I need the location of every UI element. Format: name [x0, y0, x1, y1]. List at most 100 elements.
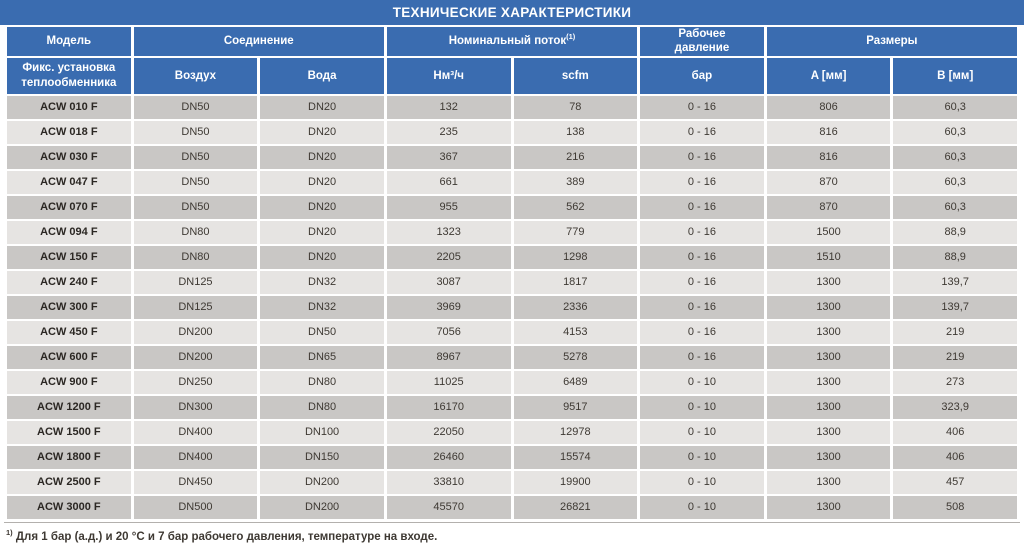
- cell-model: ACW 150 F: [7, 245, 131, 269]
- cell-scfm: 15574: [513, 445, 638, 469]
- cell-air: DN50: [133, 145, 258, 169]
- cell-air: DN400: [133, 420, 258, 444]
- cell-air: DN80: [133, 245, 258, 269]
- cell-scfm: 6489: [513, 370, 638, 394]
- cell-nm3h: 235: [386, 120, 511, 144]
- cell-b: 88,9: [893, 245, 1017, 269]
- cell-air: DN50: [133, 195, 258, 219]
- cell-scfm: 5278: [513, 345, 638, 369]
- col-header-dimensions: Размеры: [766, 27, 1017, 56]
- table-body: ACW 010 F DN50 DN20 132 78 0 - 16 806 60,3 ACW 0…: [7, 95, 1017, 519]
- table-row: ACW 1800 F DN400 DN150 26460 15574 0 - 10 1300…: [7, 445, 1017, 469]
- table-row: ACW 450 F DN200 DN50 7056 4153 0 - 16 1300 219: [7, 320, 1017, 344]
- cell-b: 139,7: [893, 295, 1017, 319]
- cell-air: DN125: [133, 270, 258, 294]
- cell-air: DN500: [133, 495, 258, 519]
- cell-b: 219: [893, 345, 1017, 369]
- col-subheader-water: Вода: [260, 57, 384, 94]
- cell-pressure: 0 - 10: [640, 445, 764, 469]
- table-title-text: ТЕХНИЧЕСКИЕ ХАРАКТЕРИСТИКИ: [392, 5, 632, 20]
- cell-air: DN200: [133, 320, 258, 344]
- col-subheader-dim-a: A [мм]: [766, 57, 891, 94]
- cell-scfm: 562: [513, 195, 638, 219]
- cell-model: ACW 030 F: [7, 145, 131, 169]
- cell-b: 60,3: [893, 120, 1017, 144]
- cell-air: DN250: [133, 370, 258, 394]
- cell-nm3h: 3087: [386, 270, 511, 294]
- cell-air: DN200: [133, 345, 258, 369]
- table-header: Модель Соединение Номинальный поток(1) Р…: [7, 27, 1017, 94]
- cell-nm3h: 3969: [386, 295, 511, 319]
- cell-nm3h: 367: [386, 145, 511, 169]
- cell-pressure: 0 - 16: [640, 295, 764, 319]
- col-subheader-air: Воздух: [133, 57, 258, 94]
- table-row: ACW 3000 F DN500 DN200 45570 26821 0 - 10 1300…: [7, 495, 1017, 519]
- cell-nm3h: 16170: [386, 395, 511, 419]
- cell-scfm: 138: [513, 120, 638, 144]
- cell-a: 870: [766, 170, 891, 194]
- table-row: ACW 1500 F DN400 DN100 22050 12978 0 - 10 1300…: [7, 420, 1017, 444]
- cell-pressure: 0 - 10: [640, 420, 764, 444]
- cell-b: 88,9: [893, 220, 1017, 244]
- col-subheader-model: Фикс. установка теплообменника: [7, 57, 131, 94]
- cell-nm3h: 8967: [386, 345, 511, 369]
- cell-pressure: 0 - 10: [640, 395, 764, 419]
- col-subheader-scfm: scfm: [513, 57, 638, 94]
- footnote-text: Для 1 бар (а.д.) и 20 °C и 7 бар рабочег…: [12, 530, 438, 543]
- cell-air: DN80: [133, 220, 258, 244]
- cell-scfm: 2336: [513, 295, 638, 319]
- cell-pressure: 0 - 16: [640, 320, 764, 344]
- cell-a: 816: [766, 145, 891, 169]
- col-header-connection: Соединение: [133, 27, 384, 56]
- cell-air: DN50: [133, 95, 258, 119]
- cell-model: ACW 094 F: [7, 220, 131, 244]
- col-subheader-nm3h: Нм³/ч: [386, 57, 511, 94]
- cell-water: DN100: [260, 420, 384, 444]
- cell-scfm: 19900: [513, 470, 638, 494]
- cell-scfm: 26821: [513, 495, 638, 519]
- cell-a: 870: [766, 195, 891, 219]
- cell-air: DN125: [133, 295, 258, 319]
- table-row: ACW 900 F DN250 DN80 11025 6489 0 - 10 1300 273: [7, 370, 1017, 394]
- cell-pressure: 0 - 16: [640, 95, 764, 119]
- cell-scfm: 12978: [513, 420, 638, 444]
- cell-model: ACW 018 F: [7, 120, 131, 144]
- table-row: ACW 030 F DN50 DN20 367 216 0 - 16 816 60,3: [7, 145, 1017, 169]
- cell-water: DN80: [260, 370, 384, 394]
- cell-model: ACW 047 F: [7, 170, 131, 194]
- cell-nm3h: 1323: [386, 220, 511, 244]
- cell-model: ACW 3000 F: [7, 495, 131, 519]
- cell-nm3h: 955: [386, 195, 511, 219]
- cell-nm3h: 11025: [386, 370, 511, 394]
- table-bottom-rule: [4, 521, 1020, 523]
- cell-water: DN20: [260, 120, 384, 144]
- col-header-model: Модель: [7, 27, 131, 56]
- cell-b: 60,3: [893, 195, 1017, 219]
- cell-b: 139,7: [893, 270, 1017, 294]
- table-row: ACW 018 F DN50 DN20 235 138 0 - 16 816 60,3: [7, 120, 1017, 144]
- cell-b: 219: [893, 320, 1017, 344]
- table-row: ACW 047 F DN50 DN20 661 389 0 - 16 870 60,3: [7, 170, 1017, 194]
- cell-water: DN32: [260, 270, 384, 294]
- cell-a: 1300: [766, 395, 891, 419]
- cell-a: 816: [766, 120, 891, 144]
- cell-pressure: 0 - 10: [640, 370, 764, 394]
- cell-water: DN20: [260, 145, 384, 169]
- cell-water: DN50: [260, 320, 384, 344]
- cell-b: 273: [893, 370, 1017, 394]
- cell-air: DN300: [133, 395, 258, 419]
- table-row: ACW 094 F DN80 DN20 1323 779 0 - 16 1500 88,9: [7, 220, 1017, 244]
- cell-pressure: 0 - 16: [640, 245, 764, 269]
- cell-model: ACW 010 F: [7, 95, 131, 119]
- cell-nm3h: 132: [386, 95, 511, 119]
- cell-air: DN400: [133, 445, 258, 469]
- cell-b: 406: [893, 445, 1017, 469]
- cell-water: DN200: [260, 470, 384, 494]
- cell-b: 60,3: [893, 170, 1017, 194]
- cell-b: 60,3: [893, 95, 1017, 119]
- cell-a: 1300: [766, 470, 891, 494]
- cell-a: 806: [766, 95, 891, 119]
- cell-a: 1300: [766, 495, 891, 519]
- cell-water: DN20: [260, 195, 384, 219]
- cell-scfm: 4153: [513, 320, 638, 344]
